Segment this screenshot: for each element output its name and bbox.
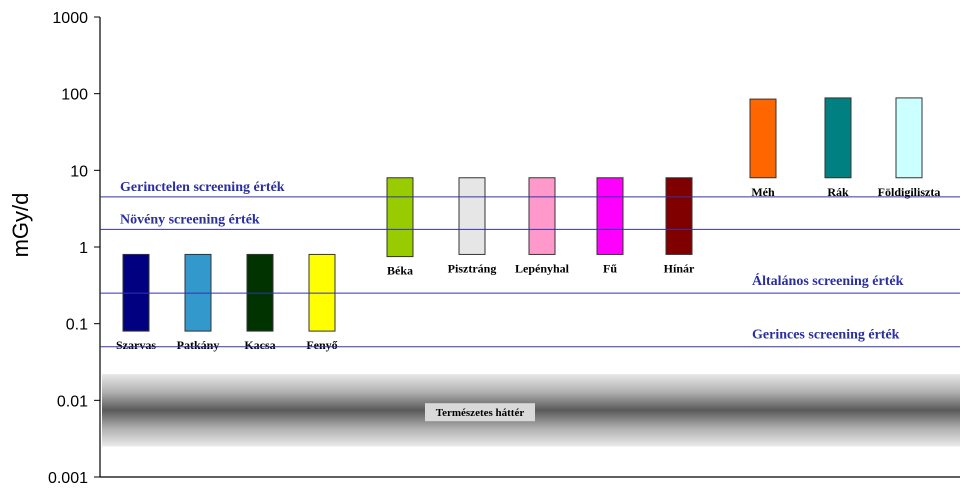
background-band-layer: Természetes háttér [102,374,960,447]
bar-label: Rák [827,185,849,199]
bar-label: Méh [751,185,775,199]
bar [749,98,777,179]
y-tick-label: 100 [61,87,88,104]
y-tick-label: 0.001 [48,470,88,487]
background-band-label-box [425,403,535,422]
bar [895,97,923,179]
bar-label: Földigiliszta [878,185,941,199]
y-tick-label: 10 [70,163,88,180]
bar-label: Patkány [177,338,220,352]
bar [596,177,624,255]
y-tick-label: 0.01 [57,393,88,410]
bar-label: Fű [603,261,617,275]
bar-label: Szarvas [116,338,156,352]
bar [528,177,556,255]
bar [665,177,693,255]
bar-label: Kacsa [244,338,275,352]
bar [458,177,486,255]
axis-layer: 1000 100 10 1 0.1 0.01 0.001 [48,10,960,487]
y-tick-label: 0.1 [66,317,88,334]
reference-line-label: Gerinctelen screening érték [120,180,285,195]
reference-line-label: Gerinces screening érték [752,328,900,343]
y-axis-label: mGy/d [8,193,33,258]
bar-label: Hínár [664,261,695,275]
bar [386,177,414,258]
reference-line-layer: Gerinctelen screening érték Növény screen… [100,180,960,348]
bar-label: Béka [387,264,413,278]
bar-label: Lepényhal [515,261,570,275]
y-tick-label: 1 [79,240,88,257]
reference-line-label: Általános screening érték [752,272,904,289]
bar-label: Fenyő [306,338,337,352]
bar-label: Pisztráng [448,261,497,275]
background-band-label: Természetes háttér [436,407,525,419]
y-tick-label: 1000 [52,10,88,27]
reference-line-label: Növény screening érték [120,212,260,227]
bar [824,97,852,179]
